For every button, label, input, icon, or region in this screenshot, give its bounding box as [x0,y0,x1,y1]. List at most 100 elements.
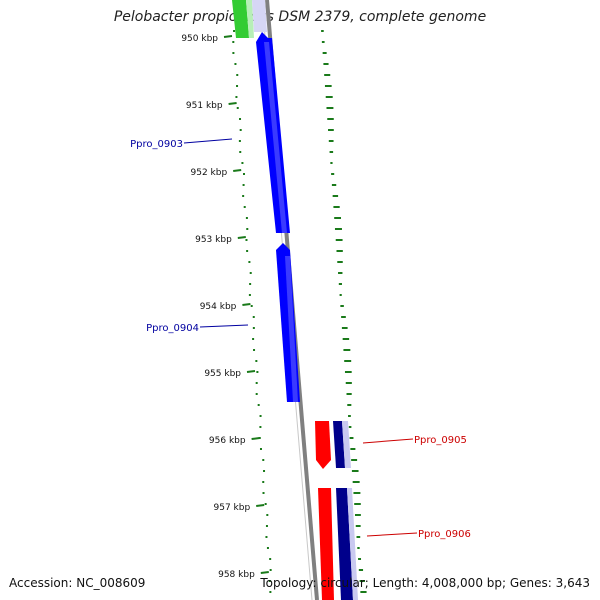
scale-label: 956 kbp [209,436,246,446]
gc-dot [255,393,258,395]
scale-tick [260,571,269,574]
cds-ppro-0906 [336,488,353,600]
gc-bar [344,371,352,373]
gc-bar [325,96,333,98]
gc-dot [236,85,239,87]
gc-bar [334,228,342,230]
scale-tick [228,102,237,105]
gc-skew-track [232,30,367,593]
gc-dot [259,448,262,450]
gc-bar [321,30,324,32]
gc-bar [344,360,352,362]
gene-ppro-0905 [315,421,331,469]
gene-leader-line [362,438,414,444]
gc-bar [328,140,334,142]
gc-bar [352,481,360,483]
gc-bar [345,382,352,384]
gc-dot [246,228,249,230]
gc-bar [334,217,342,219]
scale-tick [242,303,251,306]
gc-bar [339,294,342,296]
gc-bar [347,404,352,406]
gc-dot [262,459,265,461]
gc-bar [349,437,354,439]
gc-dot [245,217,248,219]
gc-dot [252,338,255,340]
gc-bar [332,195,339,197]
gc-dot [249,272,252,274]
gene-leader-line [366,532,418,537]
gc-bar [337,261,343,263]
gc-dot [255,360,258,362]
gc-dot [253,349,256,351]
gene-leader-line [183,138,233,144]
gc-dot [232,41,235,43]
gc-dot [243,206,246,208]
gc-bar [348,415,351,417]
scale-tick [237,236,246,239]
gc-dot [236,107,239,109]
scale-label: 954 kbp [200,302,237,312]
gc-bar [358,558,362,560]
gc-bar [351,470,359,472]
gene-label: Ppro_0904 [146,323,199,334]
gc-dot [265,536,268,538]
gc-bar [353,492,361,494]
gc-bar [356,536,361,538]
gc-dot [262,492,265,494]
gc-dot [235,96,238,98]
gc-dot [238,140,241,142]
gc-dot [257,404,260,406]
gc-dot [264,503,267,505]
gc-bar [354,514,361,516]
scale-label: 955 kbp [204,369,241,379]
cds-ppro-0905 [333,421,345,468]
gc-dot [242,184,245,186]
gc-dot [241,162,244,164]
gc-dot [243,173,246,175]
gene-ppro-0906 [318,488,334,600]
gc-bar [343,349,351,351]
gc-dot [245,239,248,241]
gc-dot [258,437,261,439]
gc-bar [331,173,335,175]
cds-ppro-0906-light [347,488,358,600]
gc-dot [250,305,253,307]
scale-tick [251,437,260,440]
gc-dot [259,415,262,417]
gc-dot [239,118,242,120]
gc-bar [335,239,343,241]
gc-dot [255,382,258,384]
gc-bar [346,393,352,395]
gene-leader-line [199,324,249,328]
kbp-scale: 950 kbp 951 kbp 952 kbp 953 kbp 954 kbp 955 k… [181,34,269,580]
gc-bar [341,327,348,329]
gene-ppro-0904-shade [285,256,298,402]
gc-bar [323,63,329,65]
gc-dot [249,283,252,285]
gc-bar [330,162,333,164]
gc-dot [248,261,251,263]
scale-tick [256,504,265,507]
gc-dot [266,547,269,549]
scale-label: 952 kbp [191,168,228,178]
gc-dot [259,426,262,428]
genome-summary-text: Topology: circular; Length: 4,008,000 bp… [260,576,590,590]
gc-bar [340,305,344,307]
gc-bar [329,151,334,153]
scale-label: 957 kbp [214,503,251,513]
gene-upstream-green-light [246,0,254,38]
gene-upstream-green [232,0,249,38]
gc-bar [327,118,334,120]
gene-ppro-0903-shade [264,42,287,233]
gc-dot [234,63,237,65]
gc-dot [269,569,272,571]
gc-bar [342,338,350,340]
gc-dot [236,74,239,76]
gene-label: Ppro_0903 [130,139,183,150]
gc-bar [331,184,337,186]
gc-bar [322,52,327,54]
gc-bar [360,591,367,593]
gc-bar [326,107,334,109]
